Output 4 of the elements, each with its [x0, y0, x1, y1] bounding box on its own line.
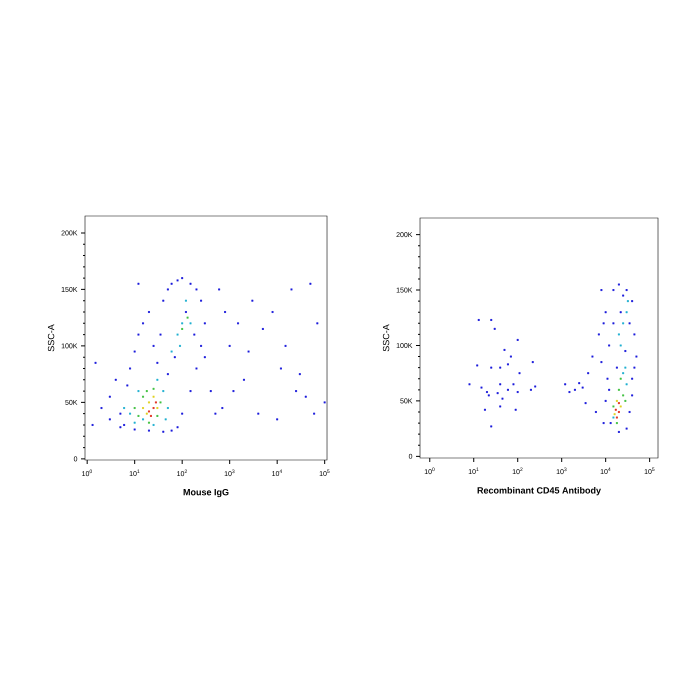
x-axis-title: Recombinant CD45 Antibody	[478, 486, 601, 496]
x-axis-title: Mouse IgG	[184, 488, 228, 498]
y-axis-title: SSC-A	[48, 324, 54, 352]
y-axis-title: SSC-A	[382, 324, 390, 352]
